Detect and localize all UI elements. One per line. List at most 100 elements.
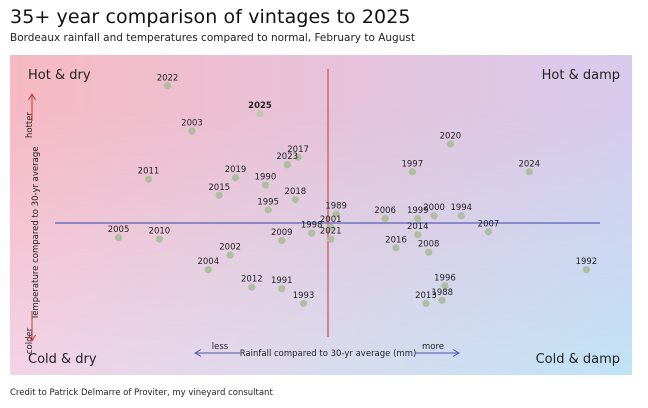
x-axis-high-label: more [422,342,444,352]
vintage-point-2009: 2009 [271,228,293,245]
point-marker [144,175,153,183]
point-marker [248,283,256,291]
vintage-point-1993: 1993 [293,291,315,307]
point-marker [446,140,454,148]
point-marker [408,168,416,176]
point-label: 2021 [320,227,342,237]
y-axis-low-label: colder [25,327,35,354]
point-label: 1989 [325,202,347,212]
vintage-point-1996: 1996 [434,273,456,290]
point-marker [226,251,234,259]
point-label: 2005 [108,225,130,235]
point-label: 2000 [423,203,445,213]
point-label: 2002 [219,243,241,253]
vintage-point-2006: 2006 [374,206,396,223]
point-marker [525,168,533,176]
point-label: 1996 [434,273,456,283]
vintage-point-1989: 1989 [325,202,347,218]
point-marker [294,153,302,161]
vintage-point-1999: 1999 [407,206,429,223]
x-arrow-left-head [194,349,202,357]
vintage-point-2001: 2001 [320,215,342,231]
x-arrow-right-head [452,349,460,357]
point-marker [155,235,163,243]
vintage-point-2017: 2017 [287,145,309,161]
point-label: 2013 [415,291,437,301]
vintage-point-2000: 2000 [423,203,445,220]
point-marker [114,234,123,242]
vintage-point-2012: 2012 [241,275,263,291]
point-label: 2025 [248,101,272,111]
point-marker [163,82,172,90]
vintage-point-2024: 2024 [518,159,540,176]
y-arrow-down-head [28,334,36,342]
vintage-point-1995: 1995 [257,197,279,214]
point-label: 1988 [431,288,453,298]
point-marker [204,266,212,274]
quadrant-label-bottom-left: Cold & dry [28,352,97,367]
point-label: 2012 [241,275,263,285]
point-label: 2024 [518,159,540,169]
point-marker [264,206,272,214]
point-marker [438,296,446,304]
vintage-point-2002: 2002 [219,243,241,259]
point-label: 2001 [320,215,342,225]
point-marker [327,235,335,243]
point-label: 2019 [225,165,247,175]
vintage-point-2015: 2015 [208,183,230,199]
point-marker [441,282,449,290]
point-marker [327,223,335,231]
point-marker [414,231,422,239]
y-arrow-up-head [28,93,36,101]
page-subtitle: Bordeaux rainfall and temperatures compa… [10,32,415,44]
vintage-point-2020: 2020 [440,132,462,148]
quadrant-label-bottom-right: Cold & damp [536,352,620,367]
vintage-point-2014: 2014 [407,222,429,239]
vintage-point-1988: 1988 [431,288,453,304]
point-label: 2004 [197,257,219,267]
quadrant-label-top-left: Hot & dry [28,68,91,83]
point-label: 2003 [181,119,203,129]
point-label: 1991 [271,276,293,286]
y-axis-high-label: hotter [25,112,35,138]
page-title: 35+ year comparison of vintages to 2025 [10,6,411,28]
point-label: 2022 [157,73,179,83]
vintage-point-1998: 1998 [301,221,323,237]
vintage-point-1990: 1990 [255,173,277,189]
vintage-point-2008: 2008 [418,240,440,256]
quadrant-label-top-right: Hot & damp [542,68,620,83]
vintage-point-1991: 1991 [271,276,293,293]
point-label: 2018 [285,187,307,197]
point-label: 1993 [293,291,315,301]
point-label: 1997 [401,159,423,169]
vintage-point-2011: 2011 [138,167,160,183]
point-marker [283,161,291,169]
point-label: 2016 [385,235,407,245]
point-label: 2015 [208,183,230,193]
point-marker [392,244,400,252]
point-marker [308,229,316,237]
vintage-point-2018: 2018 [285,187,307,204]
point-marker [188,127,196,135]
vintage-point-2019: 2019 [225,165,247,182]
point-label: 2010 [149,227,171,237]
vintage-point-1994: 1994 [450,203,472,220]
point-marker [278,285,286,293]
vintage-point-2013: 2013 [415,291,437,307]
point-label: 2020 [440,132,462,142]
point-marker [484,228,493,236]
point-marker [291,196,299,204]
plot-background-bottom [10,55,632,375]
point-marker [299,299,308,307]
point-label: 1999 [407,206,429,216]
y-axis-arrows [28,93,36,342]
point-label: 1990 [255,173,277,183]
vintage-point-1997: 1997 [401,159,423,176]
point-label: 2008 [418,240,440,250]
point-label: 2011 [138,167,160,177]
point-marker [582,266,591,274]
y-axis-annotation: Temperature compared to 30-yr average ho… [25,112,41,355]
credit-note: Credit to Patrick Delmarre of Proviter, … [10,388,273,398]
point-label: 1994 [450,203,472,213]
scatter-chart: Hot & dry Hot & damp Cold & dry Cold & d… [10,55,632,375]
